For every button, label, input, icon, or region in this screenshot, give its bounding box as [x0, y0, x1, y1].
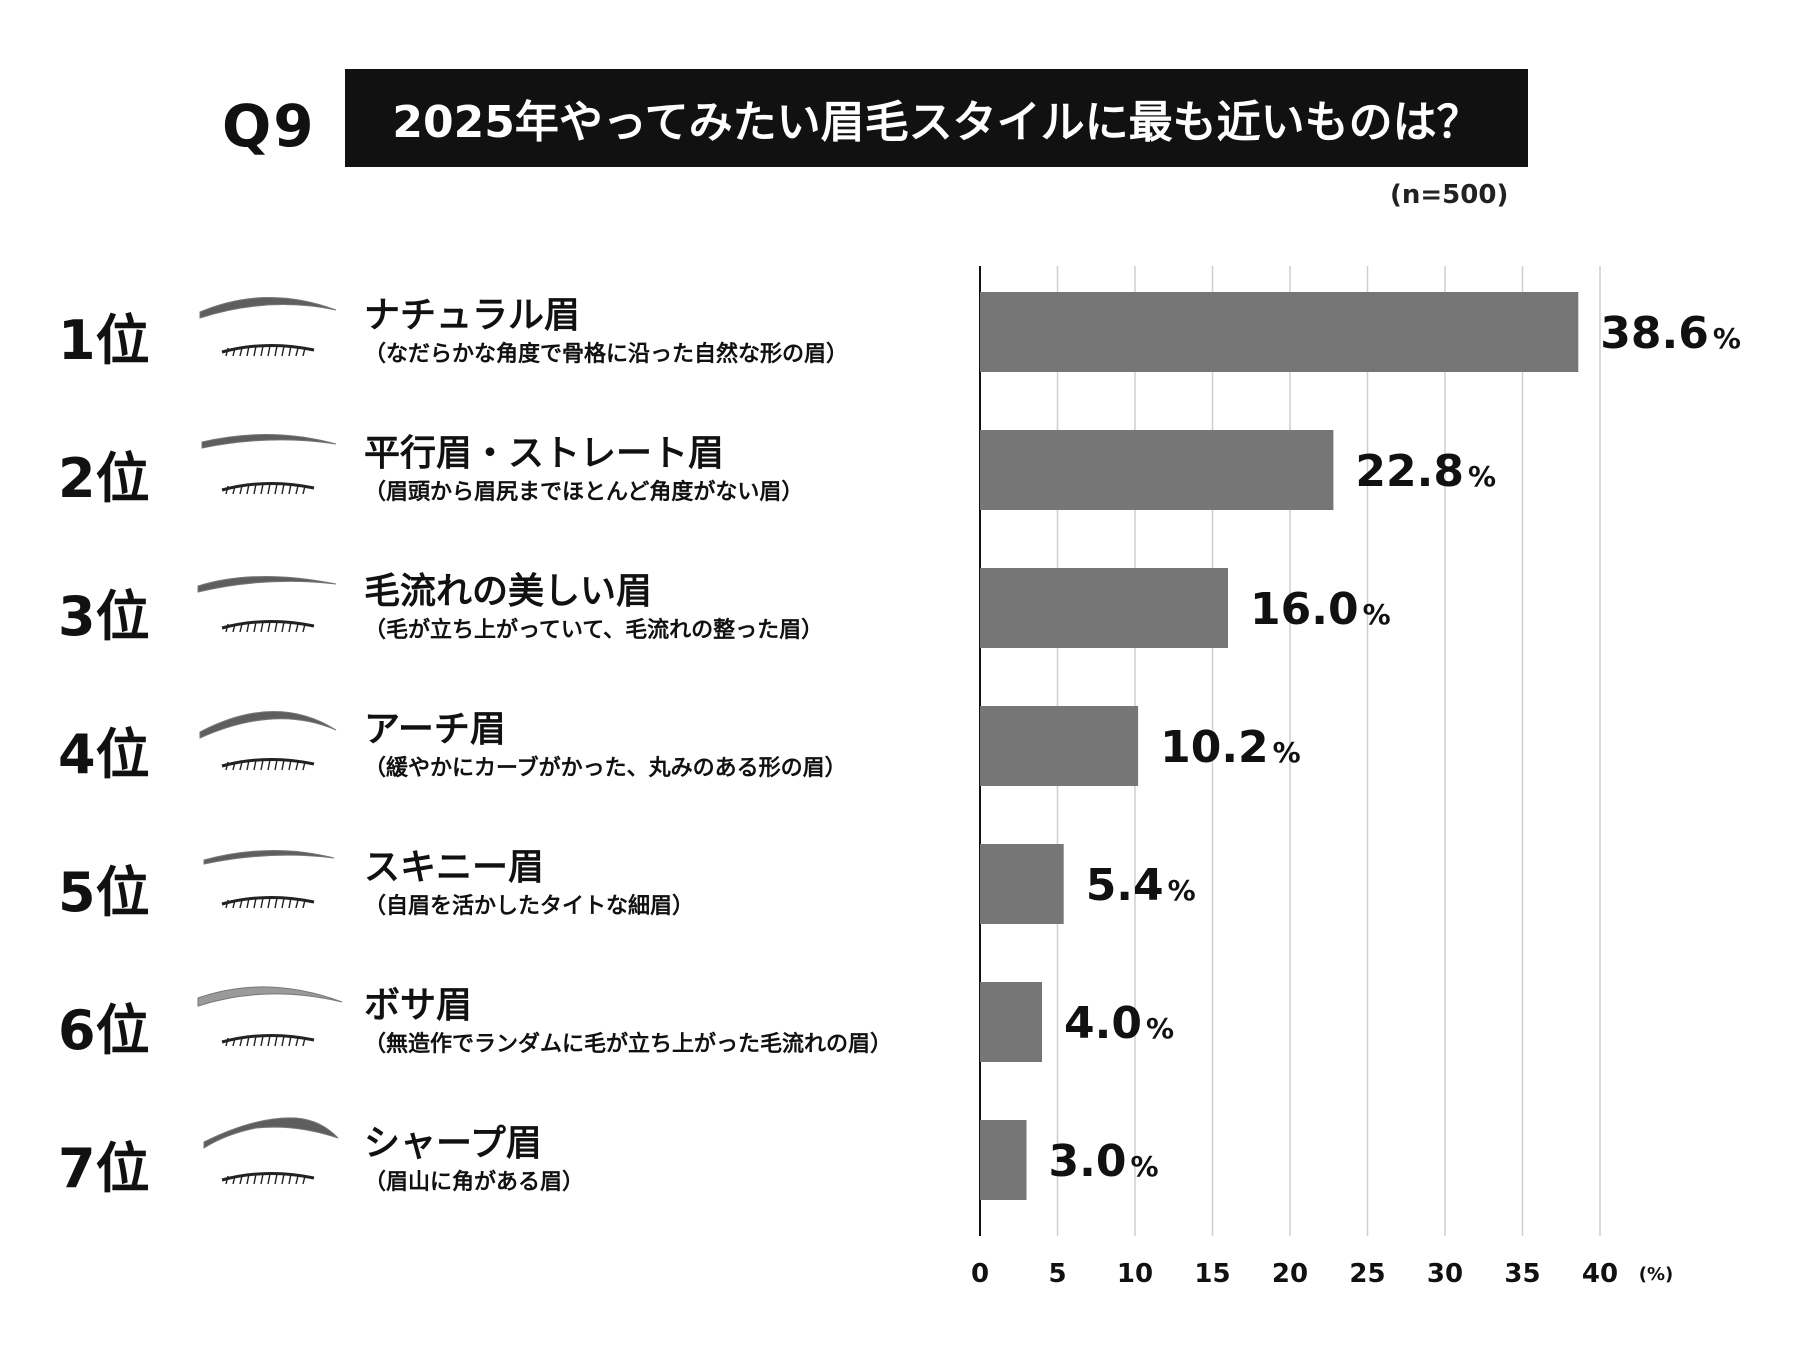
- bar: [980, 292, 1579, 372]
- x-tick-label: 35: [1504, 1259, 1540, 1289]
- bar: [980, 844, 1064, 924]
- style-description: （眉山に角がある眉）: [364, 1170, 585, 1195]
- bar-value-suffix: %: [1713, 322, 1741, 355]
- bar-value-number: 22.8: [1355, 446, 1464, 497]
- style-description: （毛が立ち上がっていて、毛流れの整った眉）: [364, 618, 824, 643]
- bar-value-number: 4.0: [1064, 998, 1142, 1049]
- rank-label: 7位: [58, 1137, 150, 1200]
- rank-label: 3位: [58, 585, 150, 648]
- bar-value-label: 5.4%: [1086, 860, 1196, 911]
- x-tick-label: 0: [971, 1259, 989, 1289]
- bar: [980, 982, 1042, 1062]
- x-tick-label: 30: [1427, 1259, 1463, 1289]
- rank-label: 2位: [58, 447, 150, 510]
- bar-value-label: 22.8%: [1355, 446, 1496, 497]
- bar-value-suffix: %: [1130, 1150, 1158, 1183]
- bar-value-suffix: %: [1468, 460, 1496, 493]
- style-name: スキニー眉: [364, 847, 545, 888]
- bar-value-number: 38.6: [1600, 308, 1709, 359]
- rank-label: 4位: [58, 723, 150, 786]
- style-description: （無造作でランダムに毛が立ち上がった毛流れの眉）: [364, 1032, 893, 1057]
- bar: [980, 568, 1228, 648]
- eyebrow-eye-icon: [199, 297, 337, 357]
- bar-value-number: 16.0: [1250, 584, 1359, 635]
- bar-value-label: 4.0%: [1064, 998, 1174, 1049]
- style-description: （緩やかにカーブがかった、丸みのある形の眉）: [364, 756, 847, 781]
- eyebrow-eye-icon: [197, 986, 343, 1047]
- bar-value-suffix: %: [1363, 598, 1391, 631]
- style-name: シャープ眉: [364, 1123, 542, 1164]
- bar-value-suffix: %: [1146, 1012, 1174, 1045]
- style-name: 平行眉・ストレート眉: [364, 433, 725, 474]
- x-tick-label: 10: [1117, 1259, 1153, 1289]
- style-name: ナチュラル眉: [364, 295, 581, 336]
- bar-value-label: 3.0%: [1049, 1136, 1159, 1187]
- style-name: 毛流れの美しい眉: [364, 571, 653, 612]
- question-number: Q9: [222, 92, 316, 160]
- bar: [980, 430, 1334, 510]
- sample-size: (n=500): [1390, 180, 1509, 210]
- style-name: ボサ眉: [364, 985, 473, 1026]
- x-tick-label: 15: [1194, 1259, 1230, 1289]
- eyebrow-eye-icon: [197, 576, 337, 633]
- bar-value-suffix: %: [1168, 874, 1196, 907]
- style-description: （眉頭から眉尻までほとんど角度がない眉）: [364, 480, 804, 505]
- x-tick-label: 40: [1582, 1259, 1618, 1289]
- x-tick-label: 20: [1272, 1259, 1308, 1289]
- style-description: （なだらかな角度で骨格に沿った自然な形の眉）: [364, 342, 849, 367]
- eyebrow-eye-icon: [203, 850, 335, 909]
- x-tick-label: 25: [1349, 1259, 1385, 1289]
- bar-value-suffix: %: [1273, 736, 1301, 769]
- bar-value-label: 16.0%: [1250, 584, 1391, 635]
- bar-value-number: 3.0: [1049, 1136, 1127, 1187]
- eyebrow-eye-icon: [199, 711, 337, 771]
- bar: [980, 1120, 1027, 1200]
- bar-value-number: 10.2: [1160, 722, 1269, 773]
- rank-label: 6位: [58, 999, 150, 1062]
- bar-value-label: 10.2%: [1160, 722, 1301, 773]
- bar: [980, 706, 1139, 786]
- rank-label: 1位: [58, 309, 150, 372]
- eyebrow-eye-icon: [203, 1117, 339, 1185]
- x-tick-label: 5: [1048, 1259, 1066, 1289]
- bar-value-number: 5.4: [1086, 860, 1164, 911]
- rank-label: 5位: [58, 861, 150, 924]
- bar-value-label: 38.6%: [1600, 308, 1741, 359]
- style-name: アーチ眉: [364, 709, 506, 750]
- x-axis-unit-label: (%): [1639, 1264, 1674, 1285]
- chart-title: 2025年やってみたい眉毛スタイルに最も近いものは？: [345, 69, 1528, 167]
- eyebrow-eye-icon: [201, 434, 337, 495]
- style-description: （自眉を活かしたタイトな細眉）: [364, 894, 695, 919]
